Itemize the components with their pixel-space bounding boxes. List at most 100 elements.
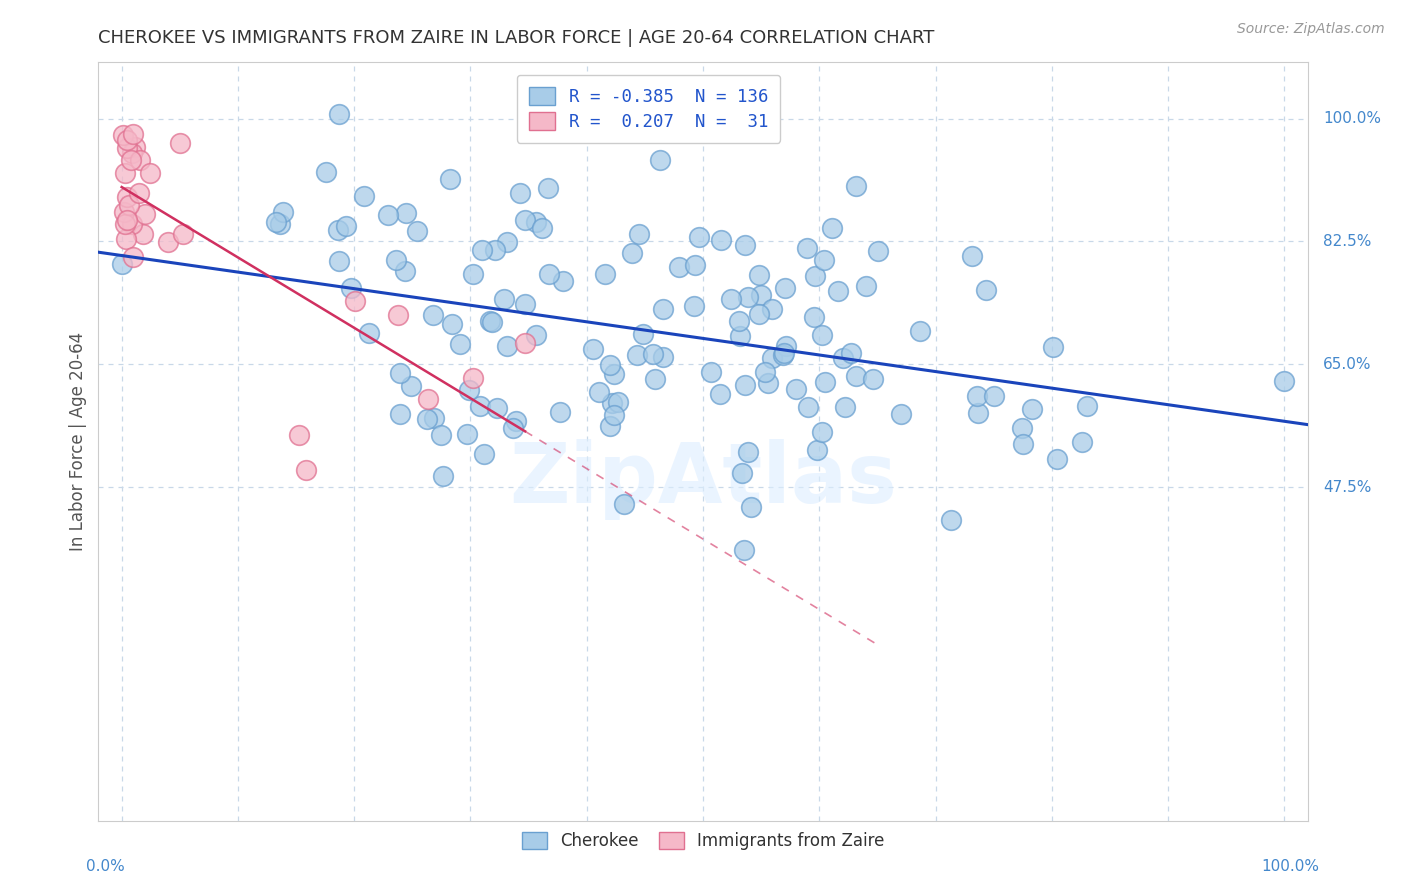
Point <box>121 145 143 160</box>
Point <box>288 427 311 442</box>
Point <box>422 308 444 322</box>
Point <box>599 358 621 372</box>
Point <box>114 217 136 231</box>
Point <box>513 213 536 227</box>
Point <box>509 186 531 201</box>
Point <box>966 389 988 403</box>
Point <box>839 345 862 359</box>
Point <box>688 229 710 244</box>
Point <box>111 128 134 143</box>
Point <box>269 218 291 232</box>
Point <box>613 497 636 511</box>
Point <box>754 365 776 379</box>
Point <box>727 314 749 328</box>
Point <box>621 246 644 260</box>
Point <box>496 235 519 249</box>
Point <box>748 268 770 283</box>
Point <box>983 389 1005 403</box>
Point <box>114 166 136 180</box>
Point <box>114 204 136 219</box>
Text: ZipAtlas: ZipAtlas <box>509 439 897 520</box>
Text: CHEROKEE VS IMMIGRANTS FROM ZAIRE IN LABOR FORCE | AGE 20-64 CORRELATION CHART: CHEROKEE VS IMMIGRANTS FROM ZAIRE IN LAB… <box>98 29 935 47</box>
Y-axis label: In Labor Force | Age 20-64: In Labor Force | Age 20-64 <box>69 332 87 551</box>
Point <box>773 281 796 295</box>
Point <box>834 400 856 414</box>
Point <box>502 421 524 435</box>
Point <box>756 376 779 391</box>
Point <box>472 447 495 461</box>
Point <box>603 408 626 422</box>
Point <box>353 189 375 203</box>
Point <box>761 351 783 366</box>
Point <box>734 237 756 252</box>
Point <box>730 329 752 343</box>
Point <box>845 368 868 383</box>
Point <box>524 328 547 343</box>
Point <box>868 244 890 258</box>
Point <box>458 383 481 397</box>
Point <box>1021 402 1043 417</box>
Point <box>1076 399 1098 413</box>
Point <box>384 252 406 267</box>
Point <box>908 324 931 338</box>
Point <box>960 249 983 263</box>
Point <box>966 406 988 420</box>
Point <box>264 215 287 229</box>
Point <box>117 141 139 155</box>
Point <box>626 348 648 362</box>
Point <box>821 220 844 235</box>
Point <box>115 232 138 246</box>
Point <box>328 223 350 237</box>
Point <box>294 462 316 476</box>
Point <box>429 428 451 442</box>
Point <box>602 367 624 381</box>
Point <box>496 339 519 353</box>
Point <box>862 372 884 386</box>
Point <box>1071 435 1094 450</box>
Point <box>486 401 509 416</box>
Point <box>599 419 621 434</box>
Point <box>524 214 547 228</box>
Point <box>772 345 794 359</box>
Text: 0.0%: 0.0% <box>86 858 125 873</box>
Point <box>484 244 506 258</box>
Point <box>328 106 350 120</box>
Point <box>120 153 142 167</box>
Point <box>156 235 179 249</box>
Text: 47.5%: 47.5% <box>1323 480 1372 495</box>
Point <box>121 217 143 231</box>
Point <box>388 366 411 380</box>
Point <box>737 290 759 304</box>
Point <box>468 399 491 413</box>
Point <box>449 337 471 351</box>
Point <box>775 339 797 353</box>
Point <box>537 267 560 281</box>
Point <box>733 543 755 558</box>
Point <box>855 279 877 293</box>
Point <box>734 378 756 392</box>
Point <box>492 293 515 307</box>
Point <box>117 133 139 147</box>
Point <box>530 220 553 235</box>
Point <box>730 466 752 480</box>
Point <box>461 268 484 282</box>
Point <box>423 411 446 425</box>
Point <box>628 227 651 242</box>
Point <box>588 384 610 399</box>
Point <box>600 396 623 410</box>
Point <box>124 140 146 154</box>
Point <box>651 301 673 316</box>
Point <box>172 227 194 241</box>
Point <box>359 326 381 340</box>
Point <box>111 257 134 271</box>
Point <box>131 227 153 242</box>
Legend: Cherokee, Immigrants from Zaire: Cherokee, Immigrants from Zaire <box>510 820 896 862</box>
Point <box>432 468 454 483</box>
Point <box>115 190 138 204</box>
Point <box>804 268 827 283</box>
Point <box>785 382 807 396</box>
Point <box>1012 437 1035 451</box>
Point <box>394 263 416 277</box>
Text: Source: ZipAtlas.com: Source: ZipAtlas.com <box>1237 22 1385 37</box>
Point <box>737 444 759 458</box>
